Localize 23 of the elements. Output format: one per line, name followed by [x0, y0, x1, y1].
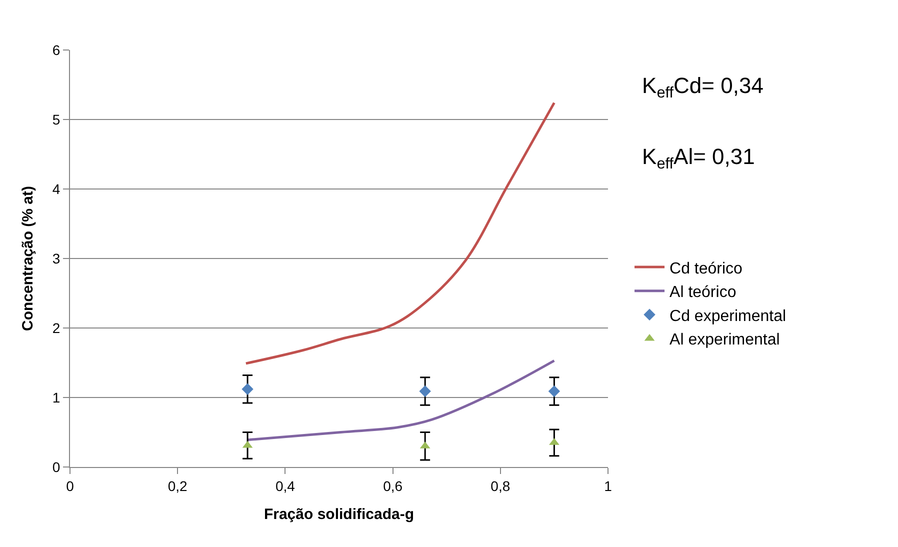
line-series [246, 359, 556, 442]
y-tick-label: 0 [52, 458, 60, 475]
x-axis-title: Fração solidificada-g [264, 506, 414, 523]
x-tick-label: 0,4 [275, 478, 296, 494]
y-tick-label: 3 [52, 250, 60, 266]
legend-label: Cd experimental [670, 308, 786, 325]
y-tick-label: 2 [52, 320, 60, 336]
y-tick-label: 6 [52, 42, 60, 58]
legend-label: Al teórico [670, 284, 736, 302]
y-tick-label: 4 [52, 180, 60, 197]
y-axis-title: Concentração (% at) [20, 186, 37, 332]
x-tick-label: 1 [604, 478, 612, 494]
line-series [244, 102, 556, 365]
text: K$_{eff}$Cd= 0,34 [642, 73, 764, 102]
y-tick-label: 1 [52, 389, 60, 406]
x-tick-label: 0 [66, 478, 74, 494]
x-tick-label: 0,6 [383, 478, 403, 494]
y-tick-label: 5 [52, 111, 60, 128]
x-tick-label: 0,2 [168, 478, 188, 494]
legend-label: Cd teórico [670, 260, 743, 278]
text: K$_{eff}$Al= 0,31 [642, 144, 755, 173]
legend-label: Al experimental [670, 332, 780, 349]
x-tick-label: 0,8 [490, 478, 510, 494]
